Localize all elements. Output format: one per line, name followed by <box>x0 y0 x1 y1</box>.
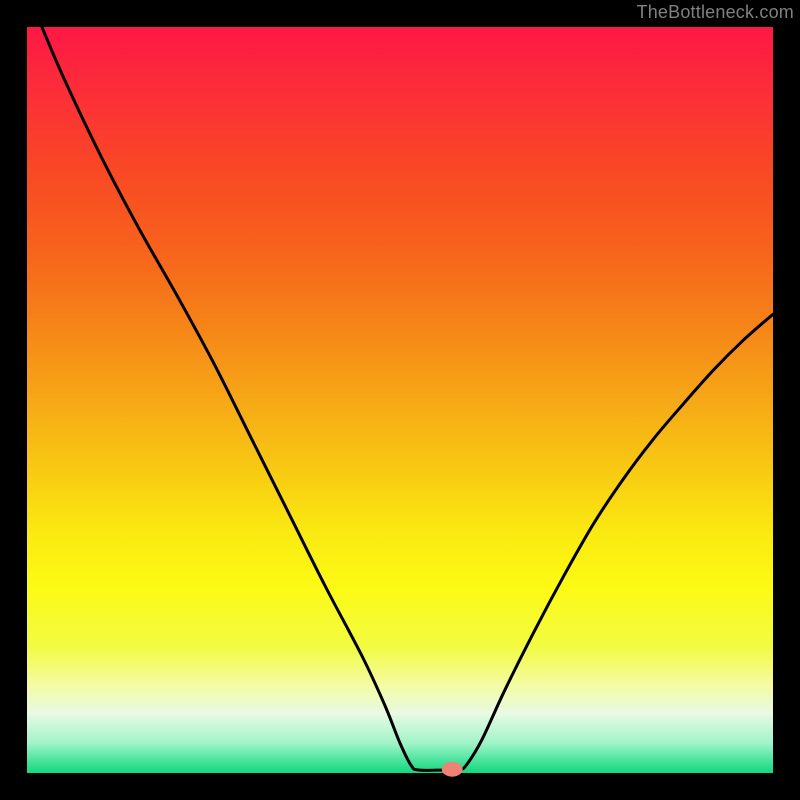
watermark-text: TheBottleneck.com <box>637 0 800 23</box>
optimal-marker <box>442 762 463 777</box>
bottleneck-chart <box>0 0 800 800</box>
plot-background <box>27 27 773 773</box>
